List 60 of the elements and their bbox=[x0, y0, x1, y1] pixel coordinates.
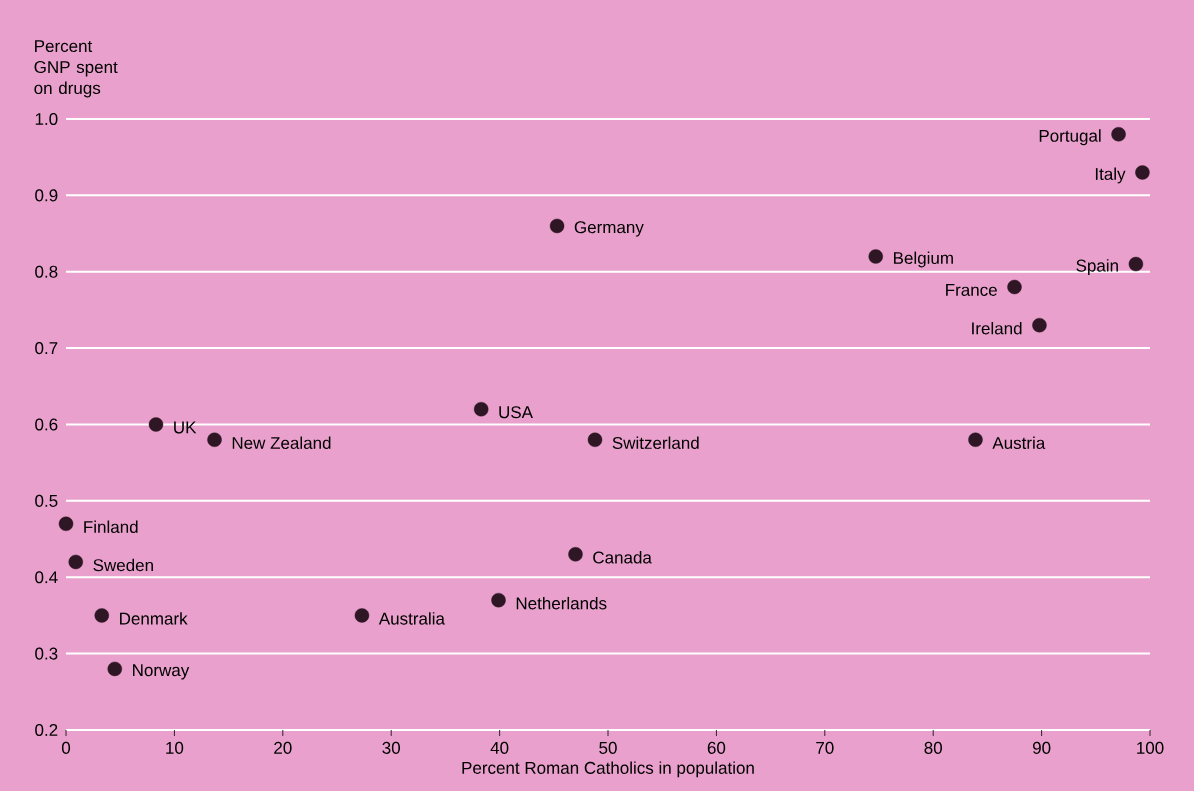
annotation: Switzerland bbox=[612, 436, 699, 450]
annotation: France bbox=[946, 284, 997, 296]
y-tick-label: 0.6 bbox=[35, 418, 58, 431]
x-axis-title: Percent Roman Catholics in population bbox=[462, 761, 754, 778]
y-tick-label: 0.5 bbox=[35, 494, 58, 507]
annotation: Canada bbox=[593, 551, 652, 564]
point bbox=[1128, 256, 1144, 272]
point bbox=[68, 554, 83, 570]
annotation: Australia bbox=[378, 612, 445, 625]
x-tick-label: 10 bbox=[166, 741, 184, 754]
annotation: Sweden bbox=[93, 558, 153, 572]
annotation: Germany bbox=[574, 221, 644, 237]
point bbox=[94, 608, 109, 623]
annotation: Belgium bbox=[894, 251, 953, 268]
annotation: New Zealand bbox=[232, 436, 331, 450]
x-tick-label: 60 bbox=[707, 741, 726, 754]
point bbox=[107, 661, 122, 677]
annotation: Italy bbox=[1095, 167, 1126, 184]
point bbox=[148, 417, 164, 432]
annotation: Ireland bbox=[972, 321, 1022, 335]
point bbox=[207, 432, 222, 447]
y-axis-title: Percent GNP spent on drugs bbox=[34, 40, 118, 98]
point bbox=[568, 547, 583, 562]
y-tick-label: 1.0 bbox=[35, 112, 58, 126]
annotation: Spain bbox=[1076, 259, 1118, 276]
x-tick-label: 100 bbox=[1137, 741, 1164, 754]
point bbox=[1111, 127, 1126, 142]
annotation: Austria bbox=[992, 436, 1046, 450]
point bbox=[491, 592, 506, 608]
annotation: UK bbox=[174, 421, 197, 434]
y-tick-label: 0.4 bbox=[35, 571, 58, 584]
x-tick-label: 50 bbox=[599, 741, 617, 754]
point bbox=[549, 218, 565, 234]
point bbox=[868, 249, 883, 264]
annotation: Finland bbox=[84, 520, 138, 534]
y-tick-label: 0.7 bbox=[35, 342, 58, 355]
y-tick-label: 0.9 bbox=[35, 189, 58, 202]
annotation: USA bbox=[499, 406, 533, 419]
point bbox=[58, 516, 74, 531]
x-tick-label: 70 bbox=[816, 741, 834, 754]
point bbox=[1135, 165, 1150, 180]
x-tick-label: 0 bbox=[61, 741, 71, 754]
point bbox=[1032, 318, 1047, 333]
x-tick-label: 40 bbox=[490, 741, 509, 754]
x-tick-label: 20 bbox=[274, 741, 292, 754]
x-tick-label: 30 bbox=[382, 741, 400, 754]
point bbox=[354, 608, 370, 623]
y-tick-label: 0.2 bbox=[35, 723, 58, 737]
point bbox=[1007, 279, 1022, 295]
annotation: Denmark bbox=[120, 612, 188, 625]
annotation: Norway bbox=[133, 664, 190, 680]
annotation: Netherlands bbox=[516, 596, 607, 610]
point bbox=[587, 432, 603, 447]
x-tick-label: 90 bbox=[1032, 741, 1051, 754]
point bbox=[473, 402, 489, 417]
y-tick-label: 0.3 bbox=[35, 647, 58, 660]
y-tick-label: 0.8 bbox=[35, 265, 58, 278]
x-tick-label: 80 bbox=[924, 741, 942, 754]
annotation: Portugal bbox=[1039, 129, 1101, 146]
point bbox=[968, 432, 983, 447]
